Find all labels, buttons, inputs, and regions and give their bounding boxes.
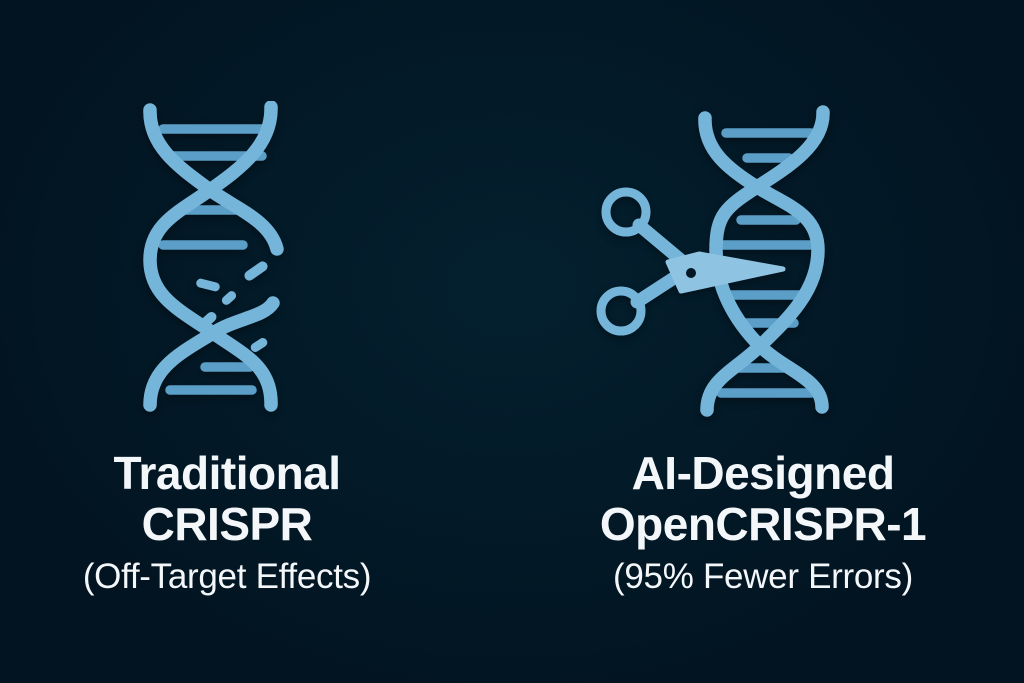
right-title-line-2: OpenCRISPR-1: [599, 498, 927, 550]
right-subtitle: (95% Fewer Errors): [613, 557, 913, 596]
left-title-line-2: CRISPR: [141, 498, 313, 550]
scissors-top-handle: [601, 187, 651, 237]
dna-helix-with-scissors-icon: [596, 105, 830, 417]
left-title-line-1: Traditional: [113, 447, 341, 499]
right-title-line-1: AI-Designed: [631, 447, 895, 499]
broken-dna-helix-icon: [143, 101, 284, 412]
caption-ai-opencrispr: AI-Designed OpenCRISPR-1 (95% Fewer Erro…: [561, 448, 965, 600]
scissors-icon: [596, 187, 786, 336]
scissors-bottom-handle: [596, 286, 646, 336]
scissors-pivot: [686, 268, 696, 278]
left-subtitle: (Off-Target Effects): [82, 557, 372, 596]
caption-traditional-crispr: Traditional CRISPR (Off-Target Effects): [25, 448, 429, 600]
dna-damage-fragments: [196, 261, 268, 352]
scissors-blade: [665, 251, 786, 294]
